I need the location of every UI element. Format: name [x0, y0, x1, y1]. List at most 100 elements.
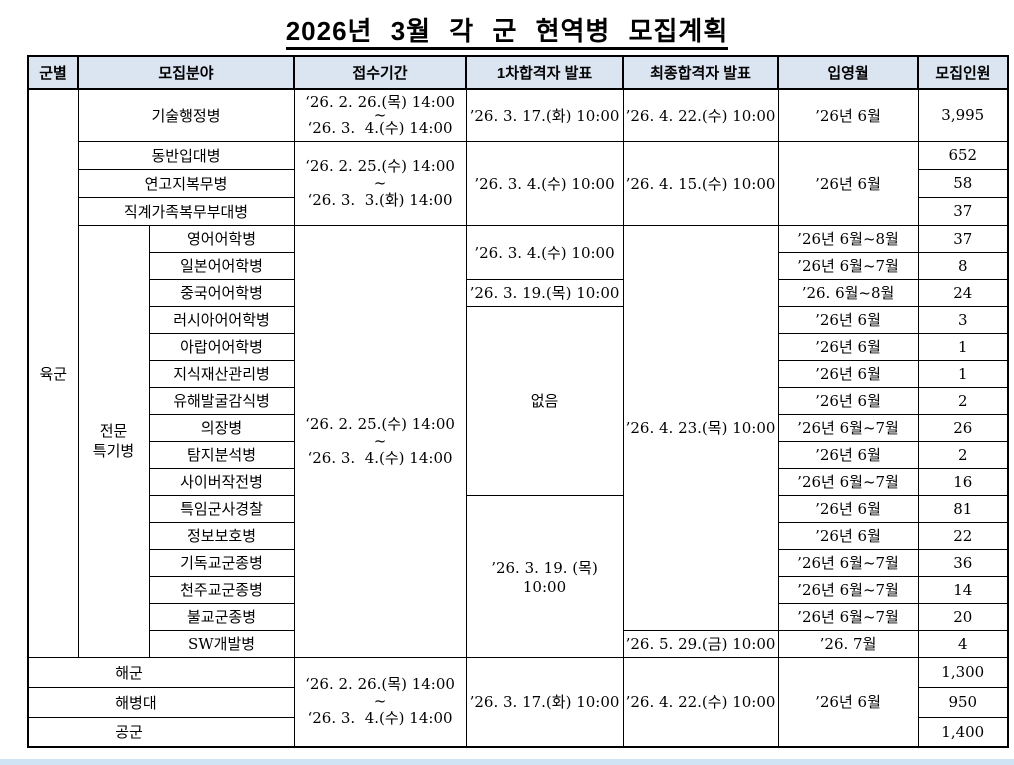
cell-first: ’26. 3. 19.(목) 10:00	[465, 278, 624, 307]
recruitment-table: 군별 모집분야 접수기간 1차합격자 발표 최종합격자 발표 입영월 모집인원 …	[27, 55, 1010, 748]
cell-field: 의장병	[148, 413, 295, 442]
cell-field: 중국어어학병	[148, 278, 295, 307]
cell-quota: 2	[917, 440, 1009, 469]
cell-quota: 16	[917, 467, 1009, 496]
header-branch: 군별	[27, 55, 79, 90]
table-row: 의장병 ’26년 6월~7월 26	[28, 413, 1009, 442]
table-row: 중국어어학병 ’26. 3. 19.(목) 10:00 ’26. 6월~8월 2…	[28, 278, 1009, 307]
cell-quota: 36	[917, 548, 1009, 577]
cell-month: ’26년 6월~7월	[777, 575, 919, 604]
cell-quota: 8	[917, 251, 1009, 280]
cell-first: ’26. 3. 17.(화) 10:00	[465, 88, 624, 142]
cell-month: ’26년 6월	[777, 305, 919, 334]
cell-field: 아랍어어학병	[148, 332, 295, 361]
cell-field: 탐지분석병	[148, 440, 295, 469]
branch-label: 해군	[115, 663, 143, 682]
cell-quota: 22	[917, 521, 1009, 550]
table-row: 아랍어어학병 ’26년 6월 1	[28, 332, 1009, 361]
cell-field: 해병대	[27, 686, 295, 718]
specialty-label-cell: 전문 특기병	[77, 224, 150, 658]
period-tilde: ~	[373, 105, 387, 124]
cell-quota: 24	[917, 278, 1009, 307]
cell-period: ‘26. 2. 26.(목) 14:00 ~ ‘26. 3. 4.(수) 14:…	[293, 88, 467, 142]
cell-field: 유해발굴감식병	[148, 386, 295, 415]
table-row: 불교군종병 ’26년 6월~7월 20	[28, 602, 1009, 631]
table-row: 탐지분석병 ’26년 6월 2	[28, 440, 1009, 469]
cell-final: ’26. 4. 22.(수) 10:00	[622, 88, 779, 142]
table-row: 해군 ‘26. 2. 26.(목) 14:00 ~ ‘26. 3. 4.(수) …	[27, 656, 1009, 748]
period-line: ‘26. 2. 25.(수) 14:00	[305, 414, 455, 433]
cell-field: 천주교군종병	[148, 575, 295, 604]
cell-quota: 652	[917, 140, 1009, 170]
cell-month: ’26. 6월~8월	[777, 278, 919, 307]
cell-quota: 2	[917, 386, 1009, 415]
cell-final: ’26. 5. 29.(금) 10:00	[622, 629, 779, 658]
cell-period: ‘26. 2. 25.(수) 14:00 ~ ‘26. 3. 3.(화) 14:…	[293, 140, 467, 226]
cell-field: 정보보호병	[148, 521, 295, 550]
cell-month: ’26. 7월	[777, 629, 919, 658]
cell-quota: 950	[917, 686, 1009, 718]
period-line: ‘26. 3. 4.(수) 14:00	[307, 709, 453, 728]
cell-field: 기술행정병	[77, 88, 295, 142]
cell-field: SW개발병	[148, 629, 295, 658]
cell-quota: 26	[917, 413, 1009, 442]
cell-month: ’26년 6월	[777, 332, 919, 361]
cell-quota: 20	[917, 602, 1009, 631]
bottom-strip	[0, 759, 1014, 765]
cell-quota: 37	[917, 196, 1009, 226]
specialty-label-line: 전문	[99, 422, 128, 440]
branch-label: 해병대	[115, 693, 157, 712]
cell-month: ’26년 6월	[777, 440, 919, 469]
cell-field: 연고지복무병	[77, 168, 295, 198]
header-quota: 모집인원	[917, 55, 1010, 90]
period-line: ‘26. 2. 26.(목) 14:00	[305, 92, 455, 111]
cell-month: ’26년 6월	[777, 521, 919, 550]
period-line: ‘26. 2. 25.(수) 14:00	[305, 156, 455, 175]
cell-quota: 14	[917, 575, 1009, 604]
period-line: ‘26. 3. 4.(수) 14:00	[307, 118, 453, 137]
cell-first: ’26. 3. 4.(수) 10:00	[465, 224, 624, 280]
period-tilde: ~	[373, 692, 387, 711]
cell-month: ’26년 6월	[777, 494, 919, 523]
cell-period: ‘26. 2. 25.(수) 14:00 ~ ‘26. 3. 4.(수) 14:…	[293, 224, 467, 658]
cell-field: 일본어어학병	[148, 251, 295, 280]
cell-field: 해군	[27, 656, 295, 688]
table-row: 기독교군종병 ’26년 6월~7월 36	[28, 548, 1009, 577]
table-row: 전문 특기병 영어어학병 ‘26. 2. 25.(수) 14:00 ~ ‘26.…	[28, 224, 1009, 658]
header-row: 군별 모집분야 접수기간 1차합격자 발표 최종합격자 발표 입영월 모집인원	[27, 55, 1010, 90]
table-row: 사이버작전병 ’26년 6월~7월 16	[28, 467, 1009, 496]
cell-field: 공군	[27, 716, 295, 748]
header-final: 최종합격자 발표	[622, 55, 780, 90]
cell-month: ’26년 6월	[777, 656, 919, 748]
cell-field: 지식재산관리병	[148, 359, 295, 388]
cell-quota: 3	[917, 305, 1009, 334]
table-row: 유해발굴감식병 ’26년 6월 2	[28, 386, 1009, 415]
cell-first: ’26. 3. 4.(수) 10:00	[465, 140, 624, 226]
table-row: 공군 1,400	[27, 716, 1009, 748]
cell-month: ’26년 6월~7월	[777, 602, 919, 631]
table-row: 러시아어어학병 없음 ’26년 6월 3	[28, 305, 1009, 496]
cell-field: 불교군종병	[148, 602, 295, 631]
cell-month: ’26년 6월	[777, 386, 919, 415]
cell-first: ’26. 3. 19. (목) 10:00	[465, 494, 624, 658]
cell-field: 사이버작전병	[148, 467, 295, 496]
header-first: 1차합격자 발표	[465, 55, 625, 90]
cell-quota: 58	[917, 168, 1009, 198]
cell-field: 직계가족복무부대병	[77, 196, 295, 226]
cell-first: 없음	[465, 305, 624, 496]
cell-final: ’26. 4. 23.(목) 10:00	[622, 224, 779, 631]
cell-month: ’26년 6월~8월	[777, 224, 919, 253]
cell-field: 영어어학병	[148, 224, 295, 253]
cell-month: ’26년 6월	[777, 88, 919, 142]
table-row: 천주교군종병 ’26년 6월~7월 14	[28, 575, 1009, 604]
cell-field: 특임군사경찰	[148, 494, 295, 523]
period-tilde: ~	[373, 173, 387, 192]
header-period: 접수기간	[293, 55, 468, 90]
table-row: 육군 기술행정병 ‘26. 2. 26.(목) 14:00 ~ ‘26. 3. …	[27, 88, 1009, 658]
cell-month: ’26년 6월~7월	[777, 413, 919, 442]
page-title-text: 2026년 3월 각 군 현역병 모집계획	[285, 16, 729, 50]
cell-quota: 1,300	[917, 656, 1009, 688]
cell-quota: 37	[917, 224, 1009, 253]
cell-quota: 1	[917, 359, 1009, 388]
